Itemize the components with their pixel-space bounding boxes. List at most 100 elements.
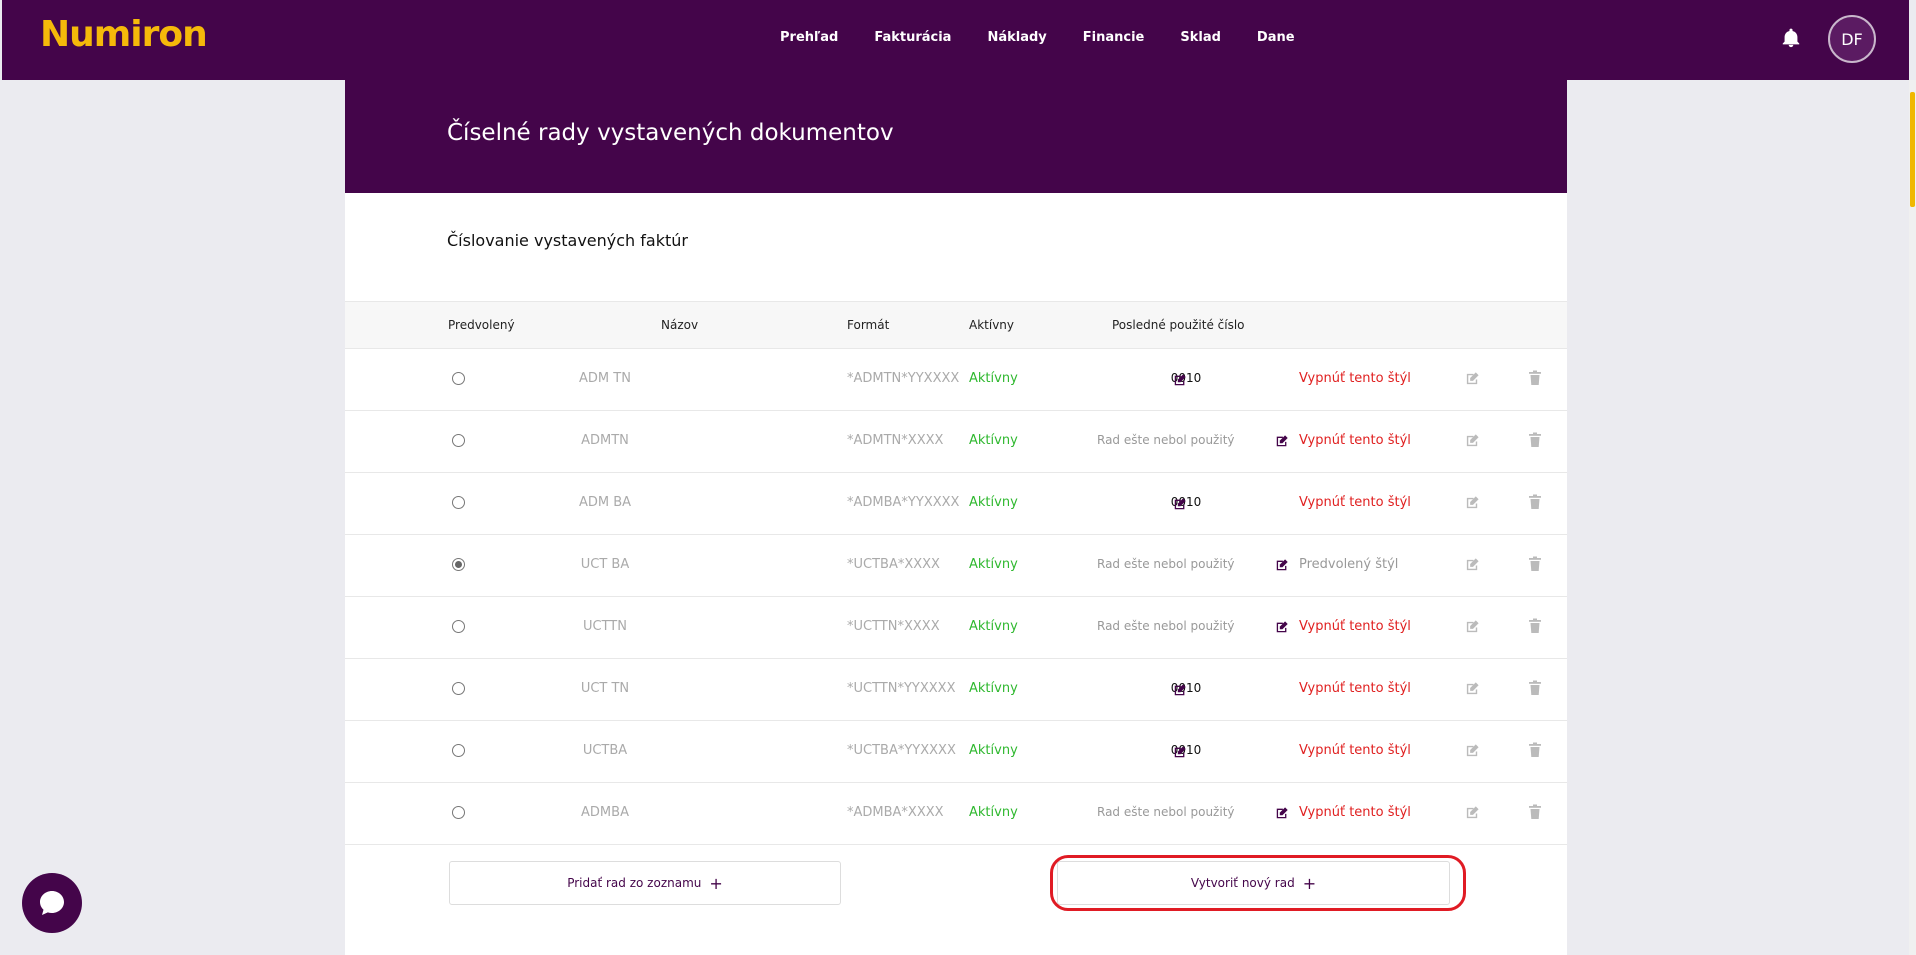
edit-last-number-icon[interactable]: [1173, 497, 1187, 511]
nav-item-dane[interactable]: Dane: [1256, 30, 1295, 45]
status-badge: Aktívny: [969, 681, 1018, 696]
series-format: *UCTBA*YYXXXX: [847, 743, 956, 758]
status-badge: Aktívny: [969, 619, 1018, 634]
edit-last-number-icon[interactable]: [1173, 745, 1187, 759]
disable-style-link[interactable]: Vypnúť tento štýl: [1299, 619, 1411, 634]
delete-series-icon[interactable]: [1528, 494, 1542, 510]
disable-style-link[interactable]: Vypnúť tento štýl: [1299, 743, 1411, 758]
status-badge: Aktívny: [969, 743, 1018, 758]
delete-series-icon[interactable]: [1528, 432, 1542, 448]
edit-series-icon[interactable]: [1465, 495, 1480, 510]
default-radio[interactable]: [452, 620, 465, 633]
series-format: *UCTTN*XXXX: [847, 619, 940, 634]
default-radio[interactable]: [452, 496, 465, 509]
bell-icon[interactable]: [1780, 26, 1802, 50]
edit-last-number-icon[interactable]: [1173, 373, 1187, 387]
series-name: UCT TN: [580, 681, 630, 696]
edit-last-number-icon[interactable]: [1275, 558, 1289, 572]
main-nav: Prehľad Fakturácia Náklady Financie Skla…: [780, 30, 1295, 45]
nav-item-sklad[interactable]: Sklad: [1180, 30, 1221, 45]
edit-series-icon[interactable]: [1465, 805, 1480, 820]
scrollbar-track[interactable]: [1909, 80, 1916, 955]
plus-icon: +: [709, 873, 723, 893]
table-row: ADM TN *ADMTN*YYXXXX Aktívny 0010 Vypnúť…: [345, 349, 1567, 411]
series-name: UCT BA: [580, 557, 630, 572]
chat-bubble-icon: [40, 891, 64, 915]
disable-style-link[interactable]: Vypnúť tento štýl: [1299, 805, 1411, 820]
add-from-list-button[interactable]: Pridať rad zo zoznamu +: [449, 861, 841, 905]
last-used-number-value: Rad ešte nebol použitý: [1097, 433, 1235, 447]
user-avatar[interactable]: DF: [1828, 15, 1876, 63]
create-new-series-button[interactable]: Vytvoriť nový rad +: [1057, 861, 1450, 905]
series-name: ADM BA: [578, 495, 632, 510]
status-badge: Aktívny: [969, 557, 1018, 572]
default-radio[interactable]: [452, 806, 465, 819]
series-format: *ADMTN*YYXXXX: [847, 371, 960, 386]
series-name: ADMBA: [581, 805, 629, 820]
default-radio[interactable]: [452, 434, 465, 447]
delete-series-icon[interactable]: [1528, 556, 1542, 572]
nav-item-naklady[interactable]: Náklady: [987, 30, 1047, 45]
edit-series-icon[interactable]: [1465, 557, 1480, 572]
edit-series-icon[interactable]: [1465, 619, 1480, 634]
table-row: UCTTN *UCTTN*XXXX Aktívny Rad ešte nebol…: [345, 597, 1567, 659]
scrollbar-thumb[interactable]: [1910, 92, 1915, 207]
edit-series-icon[interactable]: [1465, 371, 1480, 386]
column-header-active: Aktívny: [969, 318, 1015, 332]
edit-last-number-icon[interactable]: [1275, 806, 1289, 820]
last-used-number: Rad ešte nebol použitý: [1097, 619, 1277, 633]
last-used-number: Rad ešte nebol použitý: [1097, 557, 1277, 571]
section-title: Číslovanie vystavených faktúr: [447, 231, 688, 250]
default-radio[interactable]: [452, 682, 465, 695]
page-title: Číselné rady vystavených dokumentov: [447, 120, 894, 146]
delete-series-icon[interactable]: [1528, 618, 1542, 634]
table-header: Predvolený Názov Formát Aktívny Posledné…: [345, 301, 1567, 349]
series-name: UCTTN: [583, 619, 627, 634]
disable-style-link[interactable]: Vypnúť tento štýl: [1299, 495, 1411, 510]
series-name: ADM TN: [579, 371, 631, 386]
status-badge: Aktívny: [969, 495, 1018, 510]
series-format: *ADMTN*XXXX: [847, 433, 944, 448]
last-used-number-value: Rad ešte nebol použitý: [1097, 805, 1235, 819]
chat-launcher-button[interactable]: [22, 873, 82, 933]
series-name: UCTBA: [582, 743, 628, 758]
edit-last-number-icon[interactable]: [1275, 434, 1289, 448]
edit-series-icon[interactable]: [1465, 433, 1480, 448]
edit-series-icon[interactable]: [1465, 743, 1480, 758]
series-format: *ADMBA*YYXXXX: [847, 495, 960, 510]
default-radio[interactable]: [452, 744, 465, 757]
nav-item-financie[interactable]: Financie: [1082, 30, 1145, 45]
series-format: *UCTTN*YYXXXX: [847, 681, 956, 696]
last-used-number: Rad ešte nebol použitý: [1097, 805, 1277, 819]
nav-item-prehlad[interactable]: Prehľad: [780, 30, 839, 45]
edit-series-icon[interactable]: [1465, 681, 1480, 696]
delete-series-icon[interactable]: [1528, 742, 1542, 758]
column-header-last-number: Posledné použité číslo: [1112, 318, 1245, 332]
nav-item-fakturacia[interactable]: Fakturácia: [874, 30, 952, 45]
last-used-number-value: Rad ešte nebol použitý: [1097, 619, 1235, 633]
delete-series-icon[interactable]: [1528, 804, 1542, 820]
status-badge: Aktívny: [969, 805, 1018, 820]
delete-series-icon[interactable]: [1528, 680, 1542, 696]
disable-style-link[interactable]: Vypnúť tento štýl: [1299, 681, 1411, 696]
series-name: ADMTN: [581, 433, 629, 448]
numbering-card: Číslovanie vystavených faktúr Predvolený…: [345, 193, 1567, 955]
default-style-label: Predvolený štýl: [1299, 557, 1399, 572]
table-row: ADMTN *ADMTN*XXXX Aktívny Rad ešte nebol…: [345, 411, 1567, 473]
table-row: UCTBA *UCTBA*YYXXXX Aktívny 0010 Vypnúť …: [345, 721, 1567, 783]
table-row: UCT BA *UCTBA*XXXX Aktívny Rad ešte nebo…: [345, 535, 1567, 597]
delete-series-icon[interactable]: [1528, 370, 1542, 386]
edit-last-number-icon[interactable]: [1275, 620, 1289, 634]
app-logo[interactable]: Numiron: [40, 14, 208, 55]
last-used-number: Rad ešte nebol použitý: [1097, 433, 1277, 447]
column-header-default: Predvolený: [448, 318, 515, 332]
disable-style-link[interactable]: Vypnúť tento štýl: [1299, 433, 1411, 448]
series-format: *ADMBA*XXXX: [847, 805, 944, 820]
default-radio[interactable]: [452, 558, 465, 571]
disable-style-link[interactable]: Vypnúť tento štýl: [1299, 371, 1411, 386]
edit-last-number-icon[interactable]: [1173, 683, 1187, 697]
status-badge: Aktívny: [969, 433, 1018, 448]
default-radio[interactable]: [452, 372, 465, 385]
table-row: ADMBA *ADMBA*XXXX Aktívny Rad ešte nebol…: [345, 783, 1567, 845]
page-header: Číselné rady vystavených dokumentov: [345, 80, 1567, 193]
